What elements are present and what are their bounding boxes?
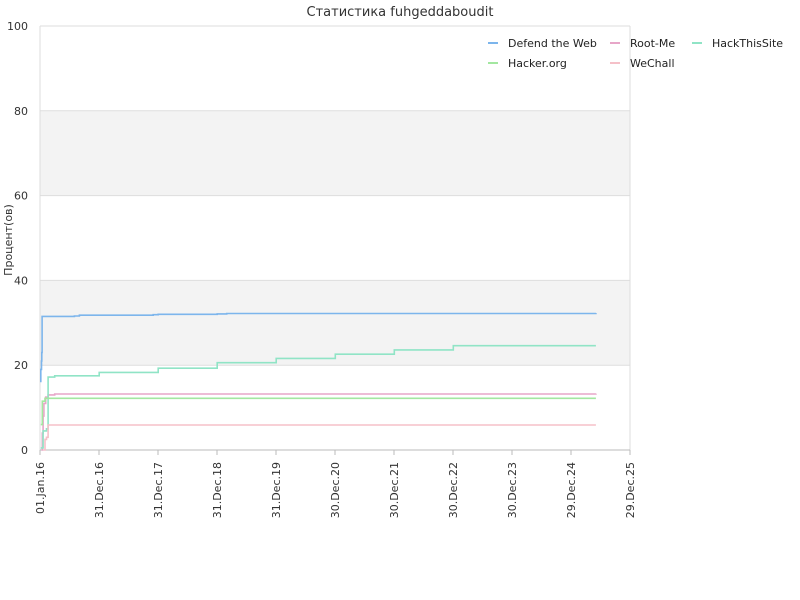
series-line-hackthissite (40, 344, 596, 449)
y-axis-title: Процент(ов) (2, 204, 15, 276)
legend-entry[interactable]: Root-Me (630, 37, 675, 50)
x-tick-label: 31.Dec.18 (211, 462, 224, 518)
axes: 0 20 40 60 80 100 01.Jan.16 31.Dec.16 31.Dec.17 3… (7, 20, 637, 518)
x-tick-label: 31.Dec.16 (93, 462, 106, 518)
y-tick-label: 80 (14, 105, 28, 118)
legend-entry[interactable]: WeChall (630, 57, 675, 70)
x-tick-label: 30.Dec.20 (329, 462, 342, 518)
plot-bands (40, 110, 630, 366)
x-tick-label: 30.Dec.21 (388, 462, 401, 518)
x-tick-label: 30.Dec.23 (506, 462, 519, 518)
x-tick-label: 29.Dec.25 (624, 462, 637, 518)
series-line-wechall (43, 424, 596, 451)
chart-title: Статистика fuhgeddaboudit (307, 5, 494, 20)
legend-entry[interactable]: Defend the Web (508, 37, 597, 50)
x-tick-label: 01.Jan.16 (34, 462, 47, 514)
legend: Defend the Web Root-Me HackThisSite Hacker.… (488, 37, 783, 70)
series-line-hacker-org (40, 397, 596, 426)
y-tick-label: 60 (14, 190, 28, 203)
series-line-root-me (41, 393, 597, 451)
series-lines (40, 312, 597, 451)
legend-entry[interactable]: Hacker.org (508, 57, 567, 70)
plot-band (40, 280, 630, 366)
legend-entry[interactable]: HackThisSite (712, 37, 783, 50)
x-tick-label: 31.Dec.19 (270, 462, 283, 518)
y-tick-label: 40 (14, 274, 28, 287)
y-tick-label: 20 (14, 359, 28, 372)
x-tick-label: 30.Dec.22 (447, 462, 460, 518)
y-tick-label: 100 (7, 20, 28, 33)
series-line-defend-the-web (40, 312, 597, 383)
y-tick-label: 0 (21, 444, 28, 457)
x-tick-label: 29.Dec.24 (565, 462, 578, 518)
gridlines (40, 25, 630, 451)
plot-band (40, 110, 630, 196)
x-tick-label: 31.Dec.17 (152, 462, 165, 518)
